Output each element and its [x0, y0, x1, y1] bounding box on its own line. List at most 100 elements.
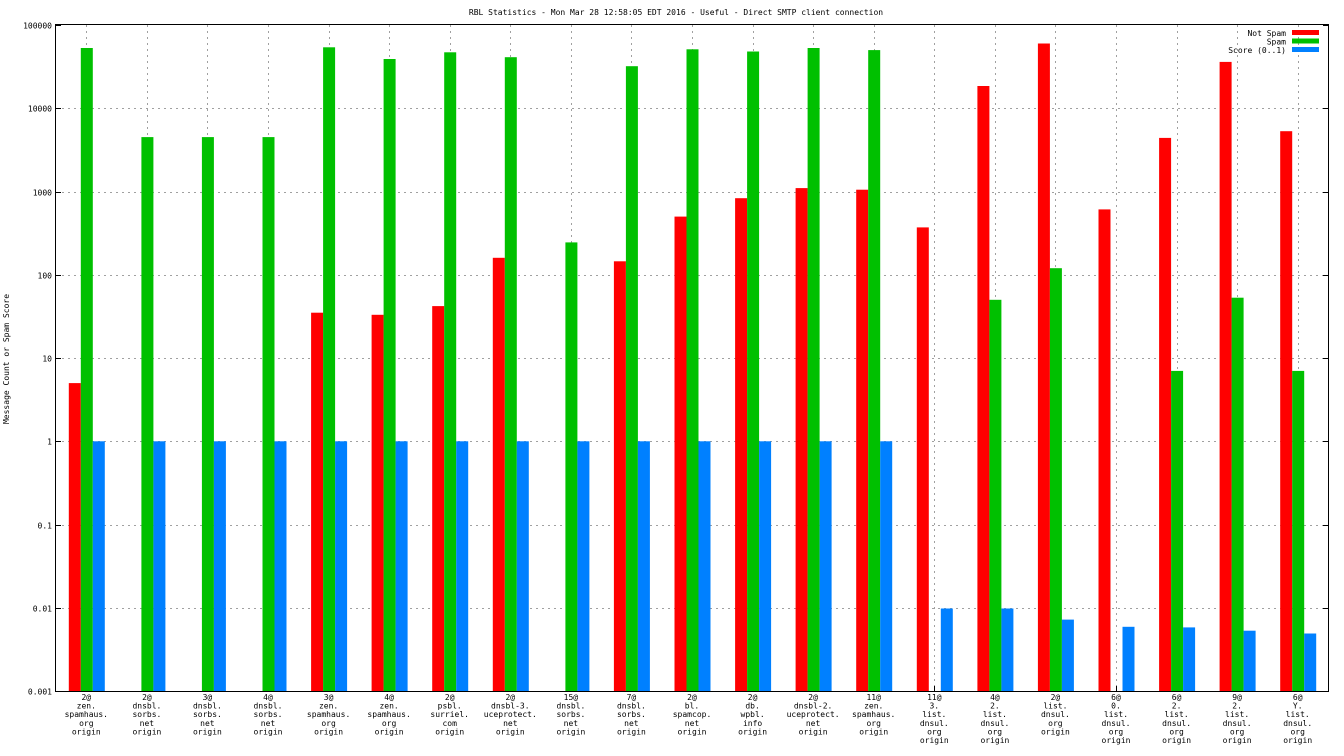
x-tick-label-line: net — [503, 719, 518, 728]
y-tick-label: 10 — [42, 355, 52, 364]
x-tick-label-line: 6@ — [1111, 693, 1121, 702]
y-axis-label: Message Count or Spam Score — [2, 294, 11, 424]
x-tick-label-line: sorbs. — [254, 710, 283, 719]
bar-score-0-1 — [1061, 619, 1074, 691]
x-tick-label: 15@ dnsbl. sorbs. net origin — [556, 693, 585, 736]
bar-not-spam — [1219, 61, 1232, 691]
x-tick-label-line: 4@ — [263, 693, 273, 702]
bar-score-0-1 — [759, 441, 772, 692]
bars — [68, 43, 1317, 692]
x-tick-label-line: list. — [922, 710, 946, 719]
bar-spam — [80, 48, 93, 691]
x-tick-label-line: 4@ — [990, 693, 1000, 702]
x-tick-label-line: spamhaus. — [367, 710, 410, 719]
x-tick-label-line: org — [988, 727, 1003, 736]
x-tick-label-line: 15@ — [564, 693, 579, 702]
x-tick-label-line: surriel. — [430, 710, 469, 719]
x-tick-label-line: dnsbl-2. — [794, 702, 833, 711]
x-tick-label-line: zen. — [379, 702, 398, 711]
x-tick-label-line: sorbs. — [617, 710, 646, 719]
x-tick-label-line: list. — [1043, 702, 1067, 711]
x-tick-label-line: uceprotect. — [787, 710, 840, 719]
x-tick-label-line: dnsul. — [980, 719, 1009, 728]
x-tick-label-line: net — [261, 719, 276, 728]
x-tick-label: 7@ dnsbl. sorbs. net origin — [617, 693, 646, 736]
x-tick-label-line: org — [321, 719, 336, 728]
x-tick-label-line: 2@ — [445, 693, 455, 702]
bar-not-spam — [735, 198, 748, 691]
x-tick-label-line: 3@ — [324, 693, 334, 702]
y-tick-label: 0.001 — [28, 688, 52, 697]
x-tick-label: 4@ zen. spamhaus. org origin — [367, 693, 410, 736]
bar-not-spam — [1159, 137, 1172, 691]
x-tick-label-line: origin — [132, 727, 161, 736]
x-tick-label-line: dnsbl-3. — [491, 702, 530, 711]
bar-score-0-1 — [637, 441, 650, 692]
x-tick-label-line: dnsbl. — [193, 702, 222, 711]
x-tick-label: 2@ zen. spamhaus. org origin — [65, 693, 108, 736]
y-tick-label: 100 — [38, 272, 53, 281]
chart-title: RBL Statistics - Mon Mar 28 12:58:05 EDT… — [469, 8, 883, 17]
x-tick-label-line: org — [1169, 727, 1184, 736]
bar-not-spam — [492, 257, 505, 691]
x-tick-label: 2@ bl. spamcop. net origin — [673, 693, 712, 736]
bar-not-spam — [674, 216, 687, 691]
x-tick-label-line: origin — [859, 727, 888, 736]
x-tick-label: 11@ zen. spamhaus. org origin — [852, 693, 895, 736]
x-tick-label-line: dnsul. — [1283, 719, 1312, 728]
y-tick-label: 1 — [47, 438, 52, 447]
x-tick-label-line: 2@ — [81, 693, 91, 702]
x-tick-label-line: db. — [745, 702, 759, 711]
x-tick-label-line: 2@ — [748, 693, 758, 702]
bar-score-0-1 — [1304, 633, 1317, 691]
x-tick-label-line: 2. — [990, 702, 1000, 711]
bar-not-spam — [311, 312, 324, 691]
x-tick-label: 4@ 2. list. dnsul. org origin — [980, 693, 1009, 745]
bar-score-0-1 — [335, 441, 348, 692]
x-tick-label-line: org — [1290, 727, 1305, 736]
x-tick-label: 2@ db. wpbl. info origin — [738, 693, 767, 736]
bar-spam — [262, 137, 275, 692]
x-tick-label-line: 3@ — [203, 693, 213, 702]
x-tick-label-line: origin — [496, 727, 525, 736]
bar-spam — [1171, 370, 1184, 691]
x-tick-label-line: list. — [1165, 710, 1189, 719]
bar-spam — [625, 66, 638, 691]
x-tick-label-line: origin — [920, 736, 949, 745]
y-tick-label: 100000 — [23, 22, 52, 31]
x-tick-label: 2@ list. dnsul. org origin — [1041, 693, 1070, 736]
bar-spam — [323, 47, 336, 692]
x-tick-label-line: origin — [254, 727, 283, 736]
bar-score-0-1 — [1243, 630, 1256, 691]
bar-score-0-1 — [1183, 627, 1196, 691]
x-tick-label-line: 2@ — [142, 693, 152, 702]
bar-not-spam — [1280, 131, 1293, 691]
x-tick-label-line: 2@ — [1051, 693, 1061, 702]
x-tick-label-line: 2. — [1172, 702, 1182, 711]
bar-spam — [504, 57, 517, 691]
x-tick-label-line: 3. — [929, 702, 939, 711]
x-tick-label-line: list. — [1225, 710, 1249, 719]
x-tick-label-line: origin — [1162, 736, 1191, 745]
x-tick-label-line: 6@ — [1172, 693, 1182, 702]
bar-score-0-1 — [395, 441, 408, 692]
y-tick-labels: 0.001 0.01 0.1 1 10 100 1000 10000 100000 — [23, 22, 52, 697]
x-tick-label-line: sorbs. — [556, 710, 585, 719]
bar-score-0-1 — [1001, 608, 1014, 691]
x-tick-label-line: net — [624, 719, 639, 728]
bar-not-spam — [795, 188, 808, 691]
legend-swatch — [1292, 38, 1319, 44]
x-tick-label-line: 0. — [1111, 702, 1121, 711]
x-tick-label-line: org — [1048, 719, 1063, 728]
x-tick-label: 3@ zen. spamhaus. org origin — [307, 693, 350, 736]
x-tick-label-line: zen. — [864, 702, 883, 711]
legend-label: Not Spam — [1247, 29, 1286, 38]
x-tick-label-line: origin — [72, 727, 101, 736]
bar-not-spam — [977, 86, 990, 691]
bar-score-0-1 — [274, 441, 287, 692]
y-tick-label: 0.01 — [33, 605, 52, 614]
x-tick-label: 6@ 2. list. dnsul. org origin — [1162, 693, 1191, 745]
bar-score-0-1 — [153, 441, 166, 692]
